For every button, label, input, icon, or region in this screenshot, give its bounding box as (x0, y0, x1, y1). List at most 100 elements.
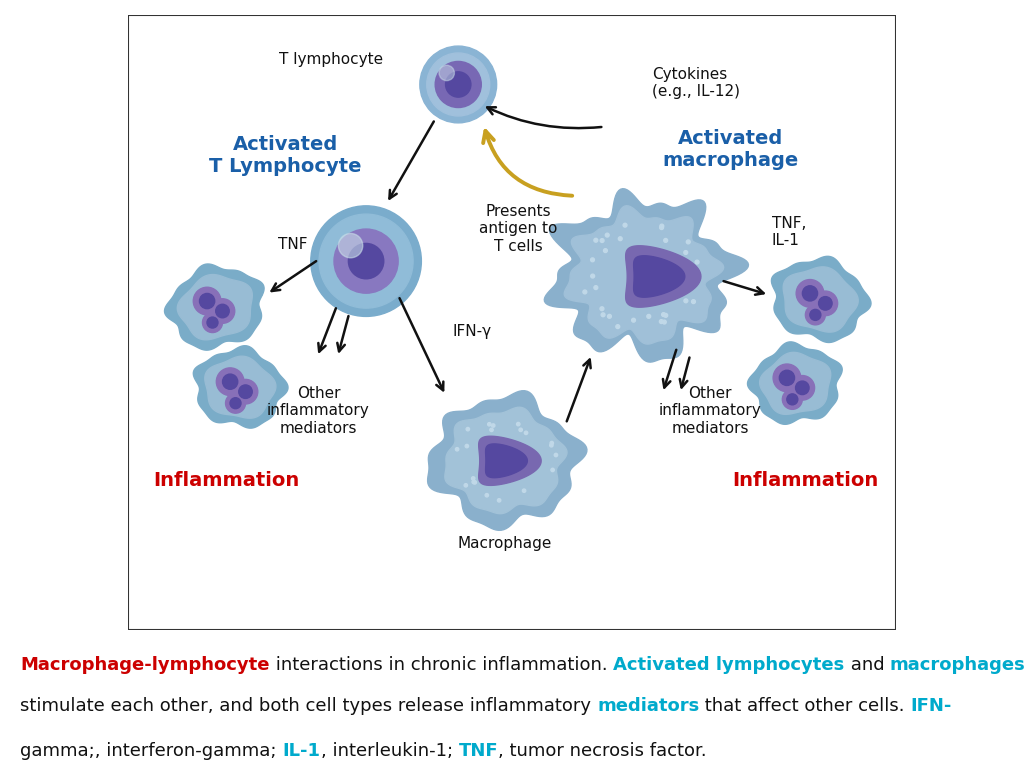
Polygon shape (545, 189, 749, 362)
Text: macrophages: macrophages (890, 656, 1024, 674)
Text: Macrophage-lymphocyte: Macrophage-lymphocyte (20, 656, 270, 674)
Circle shape (605, 233, 609, 237)
Circle shape (663, 320, 667, 324)
Text: T lymphocyte: T lymphocyte (279, 52, 383, 68)
Text: IFN-: IFN- (910, 697, 952, 716)
Circle shape (818, 296, 833, 310)
Polygon shape (748, 342, 842, 424)
Polygon shape (564, 206, 724, 344)
Circle shape (786, 394, 798, 405)
Circle shape (805, 305, 825, 325)
Text: IFN-γ: IFN-γ (452, 324, 492, 339)
Text: Cytokines
(e.g., IL-12): Cytokines (e.g., IL-12) (651, 67, 739, 99)
Circle shape (207, 317, 218, 328)
Circle shape (773, 364, 801, 392)
Circle shape (686, 240, 690, 243)
Circle shape (203, 313, 222, 333)
Circle shape (524, 431, 527, 435)
Circle shape (551, 468, 554, 472)
Polygon shape (783, 266, 858, 332)
Circle shape (591, 258, 594, 262)
Circle shape (498, 498, 501, 502)
Circle shape (791, 376, 815, 400)
Circle shape (194, 287, 221, 315)
Circle shape (550, 442, 553, 445)
Circle shape (230, 398, 241, 409)
Circle shape (465, 445, 469, 448)
Text: interactions in chronic inflammation.: interactions in chronic inflammation. (270, 656, 613, 674)
Circle shape (456, 448, 459, 451)
Circle shape (200, 293, 215, 309)
Text: TNF,
IL-1: TNF, IL-1 (772, 216, 806, 248)
Polygon shape (626, 246, 700, 307)
Circle shape (695, 260, 699, 264)
Text: Inflammation: Inflammation (732, 471, 879, 489)
Circle shape (464, 484, 468, 487)
Text: , interleukin-1;: , interleukin-1; (321, 742, 459, 760)
Circle shape (594, 286, 598, 290)
Circle shape (239, 385, 252, 399)
Circle shape (489, 429, 494, 432)
Polygon shape (485, 444, 527, 478)
Circle shape (694, 278, 698, 282)
Circle shape (618, 237, 623, 240)
Circle shape (519, 428, 522, 432)
Circle shape (607, 314, 611, 318)
Polygon shape (444, 407, 567, 514)
Circle shape (522, 489, 525, 492)
Circle shape (216, 304, 229, 318)
Text: , tumor necrosis factor.: , tumor necrosis factor. (499, 742, 707, 760)
Circle shape (445, 72, 471, 98)
Circle shape (348, 243, 384, 279)
Text: that affect other cells.: that affect other cells. (699, 697, 910, 716)
Circle shape (420, 46, 497, 123)
Circle shape (664, 313, 668, 317)
Circle shape (472, 480, 475, 484)
Polygon shape (634, 256, 685, 297)
Text: Inflammation: Inflammation (154, 471, 299, 489)
Circle shape (594, 238, 598, 242)
Circle shape (427, 53, 489, 116)
Polygon shape (205, 356, 275, 419)
Text: gamma;, interferon-gamma;: gamma;, interferon-gamma; (20, 742, 283, 760)
Circle shape (471, 477, 475, 480)
Text: IL-1: IL-1 (283, 742, 321, 760)
Text: Other
inflammatory
mediators: Other inflammatory mediators (267, 386, 370, 435)
Polygon shape (760, 353, 830, 415)
Circle shape (338, 233, 362, 258)
Circle shape (647, 314, 650, 318)
Circle shape (659, 319, 664, 323)
Circle shape (659, 226, 664, 230)
Circle shape (600, 306, 604, 310)
Circle shape (550, 444, 553, 447)
Text: stimulate each other, and both cell types release inflammatory: stimulate each other, and both cell type… (20, 697, 597, 716)
Circle shape (233, 379, 258, 404)
Text: Macrophage: Macrophage (457, 536, 552, 551)
Polygon shape (428, 391, 587, 531)
Circle shape (659, 224, 664, 228)
Circle shape (485, 494, 488, 497)
Polygon shape (177, 274, 252, 339)
Text: TNF: TNF (459, 742, 499, 760)
Circle shape (664, 239, 668, 243)
Circle shape (516, 422, 520, 425)
Polygon shape (194, 346, 288, 428)
Circle shape (439, 65, 455, 81)
Circle shape (600, 239, 604, 243)
Circle shape (695, 273, 699, 277)
Text: Activated
macrophage: Activated macrophage (663, 129, 799, 170)
Polygon shape (771, 257, 871, 343)
Text: mediators: mediators (597, 697, 699, 716)
Circle shape (615, 325, 620, 329)
Circle shape (782, 389, 803, 409)
Circle shape (311, 206, 422, 316)
Circle shape (554, 453, 558, 457)
Circle shape (435, 61, 481, 108)
Circle shape (779, 370, 795, 386)
Text: TNF: TNF (279, 237, 308, 252)
Circle shape (601, 313, 605, 316)
Circle shape (684, 299, 688, 303)
Circle shape (591, 274, 595, 278)
Circle shape (583, 290, 587, 294)
Circle shape (222, 374, 238, 389)
